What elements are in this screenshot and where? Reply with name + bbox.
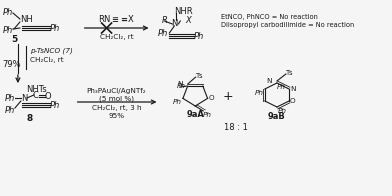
Text: X: X	[185, 15, 191, 24]
Text: Ph: Ph	[3, 7, 13, 16]
Text: O: O	[290, 98, 296, 104]
Text: Diisopropyl carbodilimide = No reaction: Diisopropyl carbodilimide = No reaction	[221, 22, 354, 28]
Text: Ts: Ts	[196, 73, 202, 79]
Text: Ph: Ph	[50, 24, 60, 33]
Text: CH₂Cl₂, rt: CH₂Cl₂, rt	[30, 57, 64, 63]
Text: 8: 8	[27, 113, 33, 122]
Text: 18 : 1: 18 : 1	[224, 123, 248, 132]
Text: Ph: Ph	[277, 84, 286, 90]
Text: Ph: Ph	[5, 93, 15, 103]
Text: C: C	[33, 91, 39, 100]
Text: 9aA: 9aA	[186, 110, 204, 119]
Text: N: N	[290, 86, 296, 92]
Text: Ph: Ph	[203, 112, 212, 118]
Text: O: O	[45, 92, 51, 101]
Text: NH: NH	[20, 15, 33, 24]
Text: EtNCO, PhNCO = No reaction: EtNCO, PhNCO = No reaction	[221, 14, 318, 20]
Text: CH₂Cl₂, rt: CH₂Cl₂, rt	[100, 34, 133, 40]
Text: R: R	[162, 15, 167, 24]
Text: N: N	[177, 81, 183, 87]
Text: CH₂Cl₂, rt, 3 h: CH₂Cl₂, rt, 3 h	[92, 105, 141, 111]
Text: N: N	[171, 18, 178, 27]
Text: Ph: Ph	[5, 105, 15, 114]
Text: p-TsNCO (7): p-TsNCO (7)	[30, 48, 73, 54]
Text: Ph: Ph	[278, 108, 287, 114]
Text: RN$\mathbf{\equiv\!=\!}$X: RN$\mathbf{\equiv\!=\!}$X	[98, 13, 135, 24]
Text: Ph: Ph	[158, 28, 168, 37]
Text: Ts: Ts	[286, 70, 292, 76]
Text: 79%: 79%	[2, 60, 21, 68]
Text: Ph: Ph	[177, 83, 186, 89]
Text: N: N	[267, 78, 272, 84]
Text: O: O	[209, 95, 214, 101]
Text: 9aB: 9aB	[268, 112, 286, 121]
Text: Ph: Ph	[173, 99, 182, 105]
Text: Ph: Ph	[194, 32, 205, 41]
Text: 95%: 95%	[109, 113, 125, 119]
Text: Ph: Ph	[3, 25, 13, 34]
Text: (5 mol %): (5 mol %)	[99, 96, 134, 102]
Text: Ph₃PAuCl/AgNTf₂: Ph₃PAuCl/AgNTf₂	[87, 88, 146, 94]
Text: Ph: Ph	[255, 90, 264, 96]
Text: +: +	[223, 90, 234, 103]
Text: NHTs: NHTs	[26, 84, 47, 93]
Text: Ph: Ph	[50, 101, 60, 110]
Text: NHR: NHR	[174, 6, 193, 15]
Text: 5: 5	[11, 34, 17, 44]
Text: N: N	[21, 93, 27, 103]
